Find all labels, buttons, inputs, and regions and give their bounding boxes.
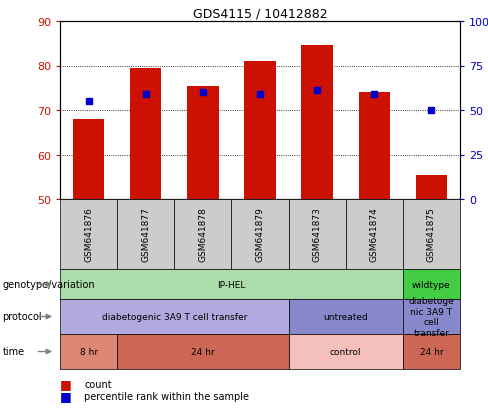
Title: GDS4115 / 10412882: GDS4115 / 10412882 <box>193 8 327 21</box>
Text: GSM641878: GSM641878 <box>198 207 207 262</box>
Text: ■: ■ <box>60 377 72 391</box>
Text: percentile rank within the sample: percentile rank within the sample <box>84 391 249 401</box>
Text: time: time <box>2 347 24 357</box>
Text: diabetogenic 3A9 T cell transfer: diabetogenic 3A9 T cell transfer <box>102 312 247 321</box>
Text: wildtype: wildtype <box>412 280 451 289</box>
Bar <box>302 46 333 199</box>
Text: GSM641876: GSM641876 <box>84 207 93 262</box>
Text: 24 hr: 24 hr <box>420 347 443 356</box>
Text: genotype/variation: genotype/variation <box>2 279 95 289</box>
Text: 8 hr: 8 hr <box>80 347 98 356</box>
Text: protocol: protocol <box>2 312 42 322</box>
Text: GSM641875: GSM641875 <box>427 207 436 262</box>
Bar <box>244 62 276 199</box>
Bar <box>187 86 219 199</box>
Text: GSM641873: GSM641873 <box>313 207 322 262</box>
Text: GSM641877: GSM641877 <box>141 207 150 262</box>
Text: count: count <box>84 379 112 389</box>
Bar <box>359 93 390 199</box>
Text: control: control <box>330 347 362 356</box>
Text: ■: ■ <box>60 389 72 403</box>
Text: IP-HEL: IP-HEL <box>217 280 245 289</box>
Text: untreated: untreated <box>324 312 368 321</box>
Bar <box>130 69 162 199</box>
Bar <box>416 175 447 199</box>
Text: diabetoge
nic 3A9 T
cell
transfer: diabetoge nic 3A9 T cell transfer <box>408 297 454 337</box>
Text: GSM641879: GSM641879 <box>256 207 264 262</box>
Bar <box>73 120 104 199</box>
Text: 24 hr: 24 hr <box>191 347 215 356</box>
Text: GSM641874: GSM641874 <box>370 207 379 262</box>
